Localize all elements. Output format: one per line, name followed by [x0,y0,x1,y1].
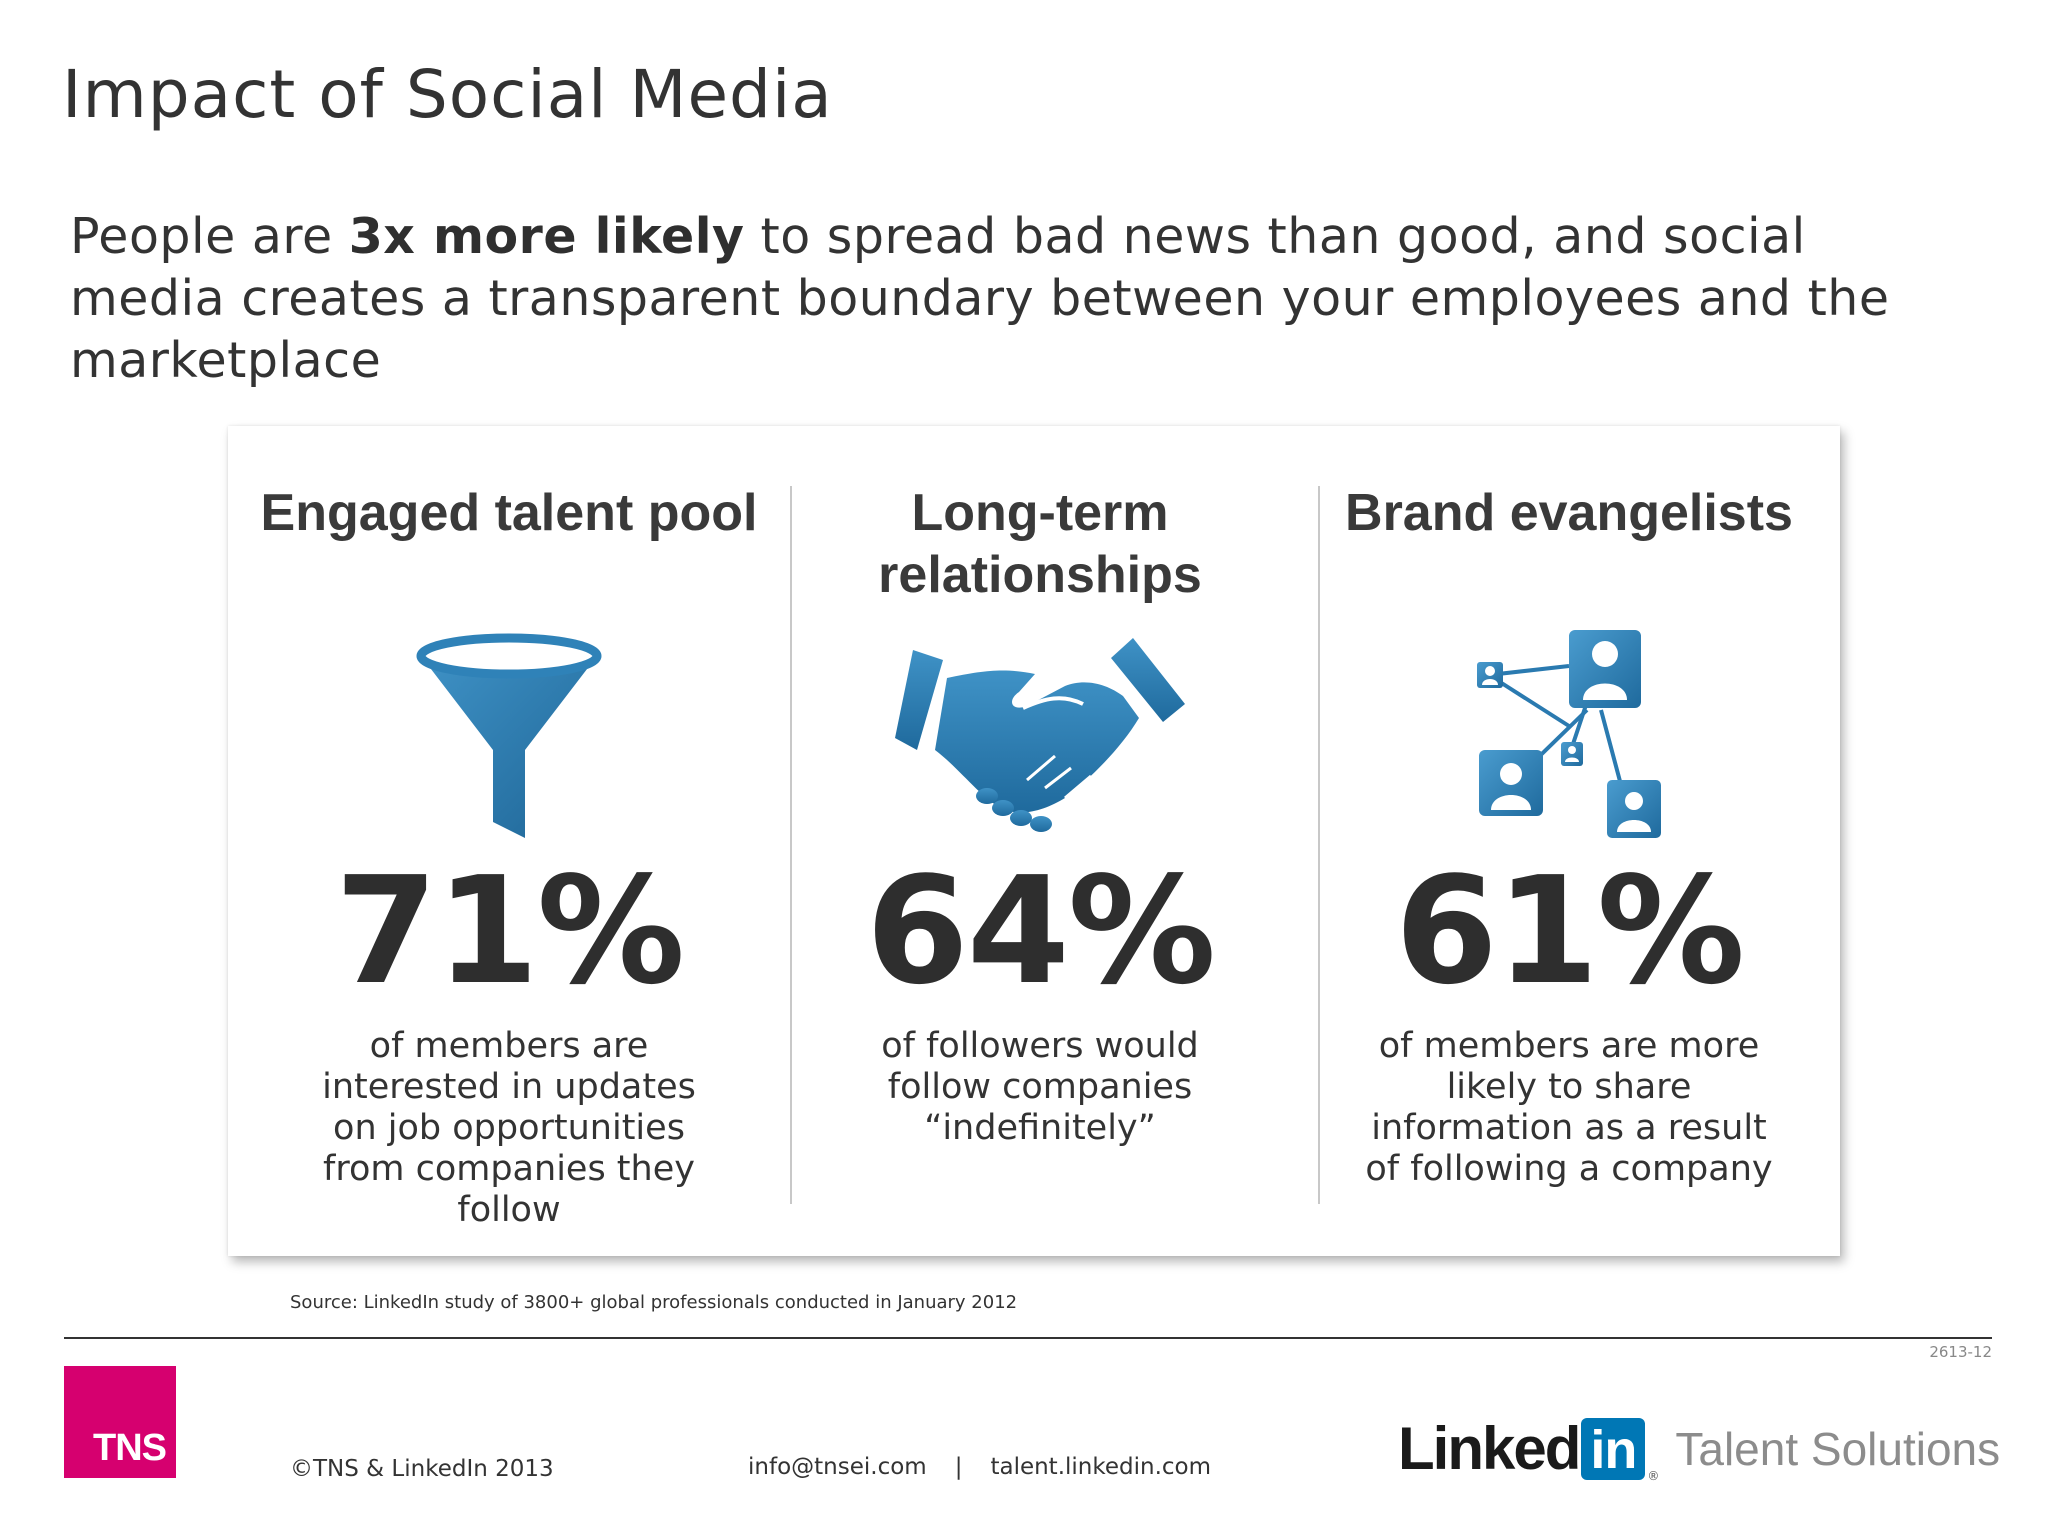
email-link[interactable]: info@tnsei.com [748,1454,927,1480]
subtitle-lead: People are [70,208,349,265]
slide-title: Impact of Social Media [62,56,833,133]
copyright: ©TNS & LinkedIn 2013 [290,1456,554,1482]
tns-logo: TNS [64,1366,176,1478]
tns-logo-text: TNS [93,1427,167,1469]
stat-column-relationships: Long-term relationships [775,426,1305,1256]
stat-heading: Brand evangelists [1345,484,1793,542]
footer-rule [64,1337,1992,1339]
talent-solutions-label: Talent Solutions [1675,1422,2001,1475]
linkedin-talent-solutions-logo: Linked in ® Talent Solutions [1398,1414,2001,1483]
contact-separator: | [954,1454,963,1480]
column-divider [1318,486,1320,1204]
slide-subtitle: People are 3x more likely to spread bad … [70,206,1930,392]
stat-value: 61% [1394,845,1745,1017]
stat-value: 64% [865,845,1216,1017]
handshake-icon [895,638,1185,842]
registered-mark: ® [1647,1469,1660,1483]
stat-description: of members are more likely to share info… [1365,1026,1773,1189]
stat-heading: Engaged talent pool [260,484,758,542]
stat-heading: Long-term relationships [878,484,1202,604]
source-note: Source: LinkedIn study of 3800+ global p… [290,1292,1018,1313]
subtitle-emphasis: 3x more likely [348,208,745,265]
stat-value: 71% [334,845,685,1017]
subtitle-rest: to spread bad news than good, and social… [70,208,1890,389]
website-link[interactable]: talent.linkedin.com [990,1454,1212,1480]
network-icon [1459,630,1679,850]
stat-column-evangelists: Brand evangelists [1304,426,1834,1256]
stat-column-talent-pool: Engaged talent pool 71% of members are i… [244,426,774,1256]
reference-code: 2613-12 [1929,1343,1992,1361]
linkedin-in-badge: in [1581,1417,1646,1480]
contact-line: info@tnsei.com | talent.linkedin.com [748,1454,1211,1480]
stat-description: of followers would follow companies “ind… [881,1026,1199,1148]
linkedin-wordmark: Linked [1398,1415,1581,1482]
stat-description: of members are interested in updates on … [322,1026,696,1230]
stats-card: Engaged talent pool 71% of members are i… [228,426,1840,1256]
column-divider [790,486,792,1204]
funnel-icon [409,632,609,846]
